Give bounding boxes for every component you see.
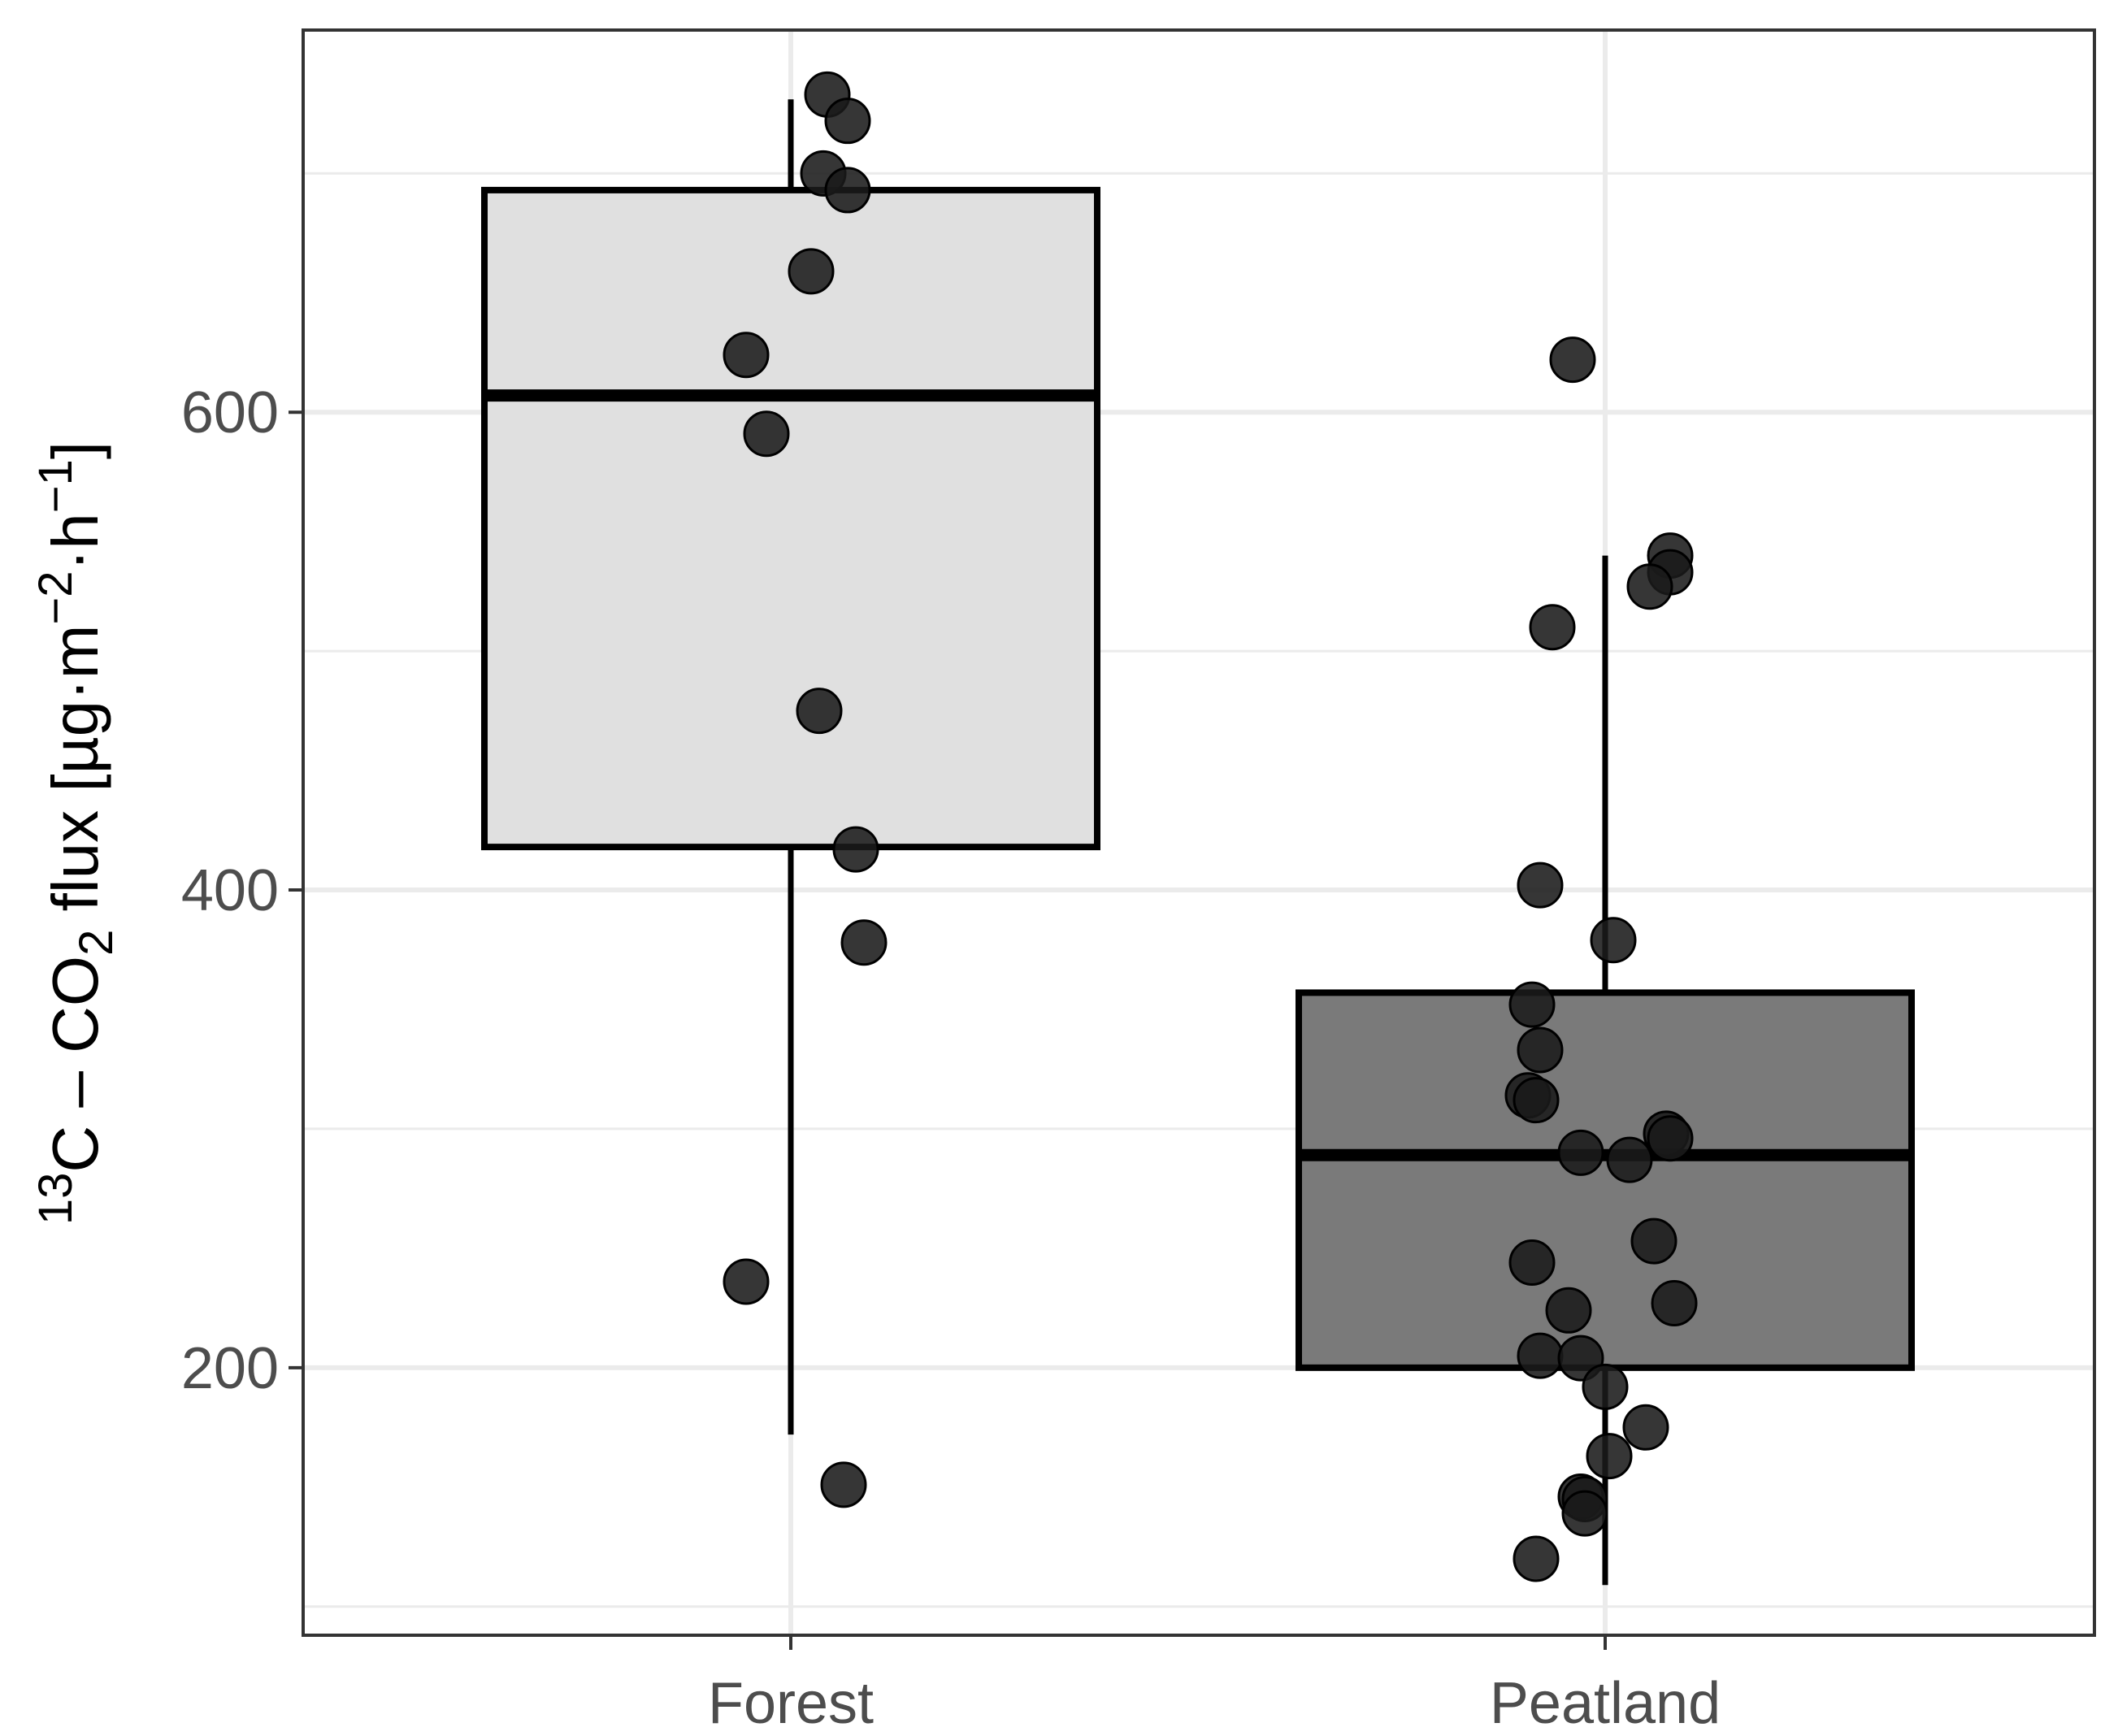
data-point — [743, 410, 790, 458]
box-forest — [481, 186, 1100, 851]
y-tick-label: 400 — [181, 858, 279, 923]
data-point — [1606, 1136, 1653, 1183]
data-point — [840, 919, 888, 966]
data-point — [1586, 1433, 1633, 1480]
data-point — [1508, 1239, 1556, 1287]
data-point — [1622, 1404, 1669, 1451]
panel-border — [302, 28, 2096, 1637]
data-point — [1630, 1217, 1677, 1265]
x-tick-label: Peatland — [1490, 1671, 1721, 1732]
data-point — [1626, 563, 1673, 610]
box-layer — [481, 99, 1915, 1586]
data-point — [1508, 981, 1556, 1028]
data-point — [1557, 1129, 1604, 1176]
x-tick-label: Forest — [708, 1671, 874, 1732]
y-axis-title-part: −1 — [29, 459, 82, 513]
y-tick-label: 200 — [181, 1336, 279, 1401]
y-axis-title-part: flux [µg·m — [39, 625, 111, 930]
y-axis-title-part: ] — [39, 441, 111, 459]
data-point — [1513, 1077, 1560, 1124]
y-axis-title-part: 2 — [70, 930, 123, 956]
data-point — [1651, 1279, 1698, 1326]
data-point — [1549, 336, 1596, 384]
data-point — [796, 688, 843, 735]
data-point — [788, 248, 835, 295]
y-tick-label: 600 — [181, 380, 279, 445]
axis-layer: 200 400 600 Forest Peatland — [181, 380, 1721, 1736]
box-peatland — [1296, 989, 1915, 1371]
data-point — [1561, 1490, 1608, 1537]
data-point — [1513, 1535, 1560, 1582]
data-point — [1582, 1363, 1629, 1410]
data-point — [1590, 917, 1637, 964]
y-axis-title-part: C – CO — [39, 956, 111, 1173]
data-point — [1517, 861, 1564, 909]
y-axis-title-part: −2 — [29, 571, 82, 624]
y-axis-title: 13C – CO2 flux [µg·m−2·h−1] — [29, 441, 123, 1225]
data-point — [723, 332, 770, 379]
data-point — [1517, 1026, 1564, 1074]
data-point — [723, 1258, 770, 1305]
data-point — [1529, 604, 1576, 651]
y-axis-title-part: ·h — [39, 513, 111, 571]
data-point — [1545, 1287, 1592, 1334]
data-point — [1517, 1332, 1564, 1379]
data-point — [824, 167, 871, 214]
data-point — [832, 826, 879, 873]
point-layer — [723, 71, 1698, 1582]
data-point — [820, 1461, 867, 1508]
y-axis-title-part: 13 — [29, 1173, 82, 1226]
data-point — [824, 98, 871, 145]
data-point — [1647, 1115, 1694, 1162]
